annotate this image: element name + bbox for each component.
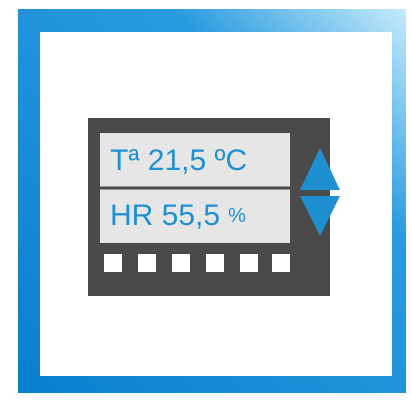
humidity-value: HR 55,5 <box>110 199 220 232</box>
key[interactable] <box>172 254 190 272</box>
page: Tª 21,5 ºC HR 55,5% (() => { const data … <box>0 0 412 401</box>
thermostat-icon: Tª 21,5 ºC HR 55,5% <box>0 0 412 401</box>
humidity-unit: % <box>228 205 246 227</box>
key[interactable] <box>272 254 290 272</box>
temperature-reading: Tª 21,5 ºC <box>110 144 247 177</box>
key[interactable] <box>104 254 122 272</box>
key[interactable] <box>138 254 156 272</box>
key[interactable] <box>240 254 258 272</box>
key[interactable] <box>206 254 224 272</box>
